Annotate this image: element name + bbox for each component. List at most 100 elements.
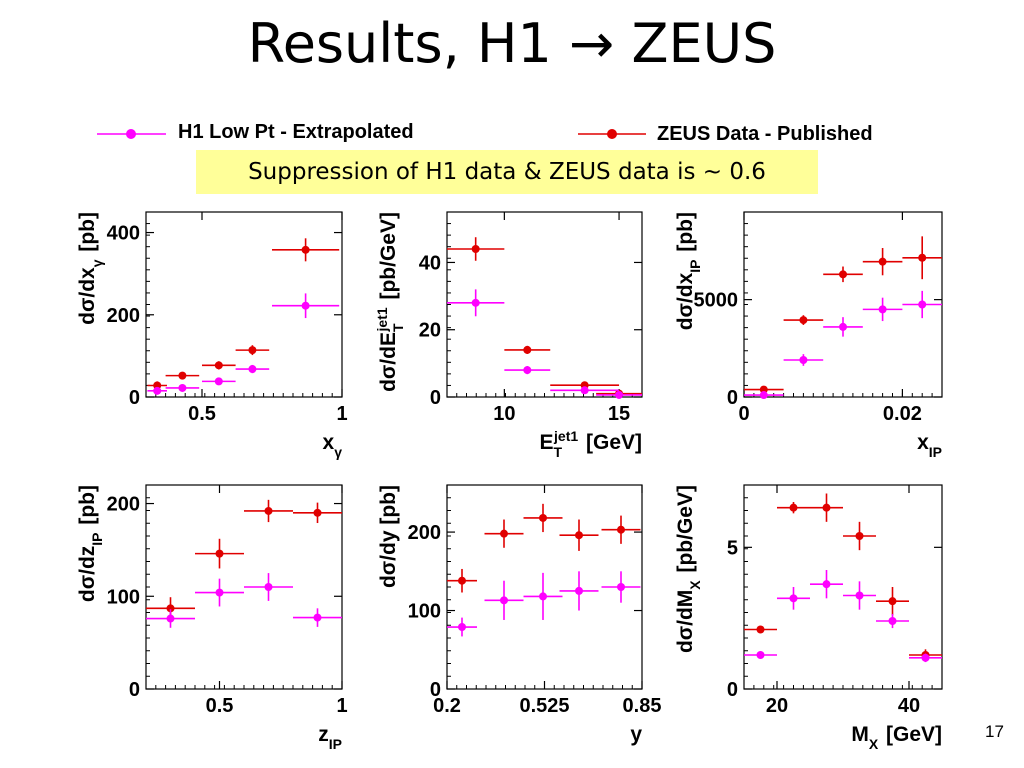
data-point <box>202 361 236 370</box>
marker <box>575 531 583 540</box>
marker <box>523 345 532 354</box>
marker <box>822 503 831 512</box>
marker <box>888 597 897 606</box>
y-tick-label: 40 <box>419 252 441 274</box>
chart-panel-5: 0.2 0.525 0.85 0 100 200 y dσ/dy [pb] <box>377 484 661 746</box>
chart-panel-4: 0.5 1 0 100 200 zIP dσ/dzIP [pb] <box>76 484 348 752</box>
marker <box>166 604 175 613</box>
data-point <box>559 519 599 551</box>
y-tick-label: 200 <box>408 522 441 544</box>
data-point <box>447 289 505 317</box>
data-point <box>272 238 340 262</box>
x-tick-label: 0.2 <box>433 695 461 717</box>
x-tick-label: 20 <box>766 695 788 717</box>
marker <box>799 356 808 364</box>
y-axis-label: dσ/dMX [pb/GeV] <box>674 485 703 653</box>
page-number: 17 <box>985 722 1004 741</box>
chart-panel-6: 20 40 0 5 MX [GeV] dσ/dMX [pb/GeV] <box>674 484 943 752</box>
y-tick-label: 100 <box>107 586 140 608</box>
data-point <box>783 354 824 366</box>
marker <box>759 391 768 400</box>
data-point <box>484 580 524 620</box>
y-tick-label: 100 <box>408 601 441 623</box>
y-axis-label: dσ/dxγ [pb] <box>76 212 105 325</box>
data-point <box>195 578 244 607</box>
x-axis-label: xIP <box>917 431 942 460</box>
x-tick-label: 0.5 <box>188 403 216 425</box>
marker <box>539 592 547 601</box>
marker <box>301 245 310 254</box>
marker <box>178 371 187 380</box>
data-point <box>484 519 524 548</box>
y-tick-label: 200 <box>107 494 140 516</box>
marker <box>789 503 798 512</box>
marker <box>301 301 310 310</box>
data-point <box>523 572 563 620</box>
data-point <box>783 315 824 325</box>
series-zeus <box>447 503 641 593</box>
slide-title: Results, H1 → ZEUS <box>247 12 777 75</box>
x-axis-label: y <box>630 723 642 746</box>
y-tick-label: 5 <box>727 537 738 559</box>
marker <box>313 613 322 622</box>
data-point <box>744 651 777 659</box>
series-zeus <box>146 499 342 620</box>
marker <box>839 270 847 279</box>
data-point <box>244 573 293 601</box>
data-point <box>165 383 200 392</box>
data-point <box>447 617 477 637</box>
marker <box>313 508 322 517</box>
data-point <box>504 345 551 354</box>
marker <box>264 506 273 515</box>
data-point <box>195 538 244 569</box>
data-point <box>777 502 810 514</box>
data-point <box>862 248 903 276</box>
series-zeus <box>744 493 942 661</box>
series-zeus <box>447 237 642 398</box>
y-tick-label: 0 <box>129 387 140 409</box>
data-point <box>843 521 876 551</box>
marker <box>523 366 532 375</box>
data-point <box>523 503 563 533</box>
marker <box>248 365 257 374</box>
marker <box>855 532 864 540</box>
chart-panel-1: 0.5 1 0 200 400 xγ dσ/dxγ [pb] <box>76 211 348 460</box>
series-h1 <box>744 290 942 400</box>
data-point <box>202 377 236 386</box>
data-point <box>601 515 641 544</box>
data-point <box>244 499 293 523</box>
marker <box>789 594 798 603</box>
marker <box>458 623 466 632</box>
marker <box>756 625 765 634</box>
data-point <box>165 371 200 380</box>
marker <box>617 583 625 591</box>
data-point <box>447 568 477 593</box>
marker <box>214 377 223 386</box>
marker <box>458 576 466 585</box>
data-point <box>823 317 863 337</box>
data-point <box>447 237 505 261</box>
marker <box>617 525 625 534</box>
marker <box>153 386 162 395</box>
marker <box>248 346 257 355</box>
data-point <box>810 570 843 599</box>
data-point <box>559 571 599 611</box>
marker <box>215 588 224 597</box>
y-tick-label: 0 <box>727 679 738 701</box>
data-point <box>601 571 641 603</box>
data-point <box>823 266 863 283</box>
marker <box>888 617 897 625</box>
x-axis-label: MX [GeV] <box>851 723 942 752</box>
data-point <box>909 653 942 663</box>
data-point <box>293 608 342 627</box>
marker <box>918 253 927 262</box>
marker <box>500 529 508 538</box>
marker <box>918 300 927 309</box>
x-tick-label: 0.5 <box>206 695 234 717</box>
marker <box>580 386 589 395</box>
y-tick-label: 200 <box>107 305 140 327</box>
data-point <box>876 587 909 616</box>
chart-panel-2: 10 15 0 20 40 ETjet1 [GeV] dσ/dETjet1 [pb/GeV] <box>374 211 643 460</box>
marker <box>166 614 175 623</box>
data-point <box>902 290 942 319</box>
